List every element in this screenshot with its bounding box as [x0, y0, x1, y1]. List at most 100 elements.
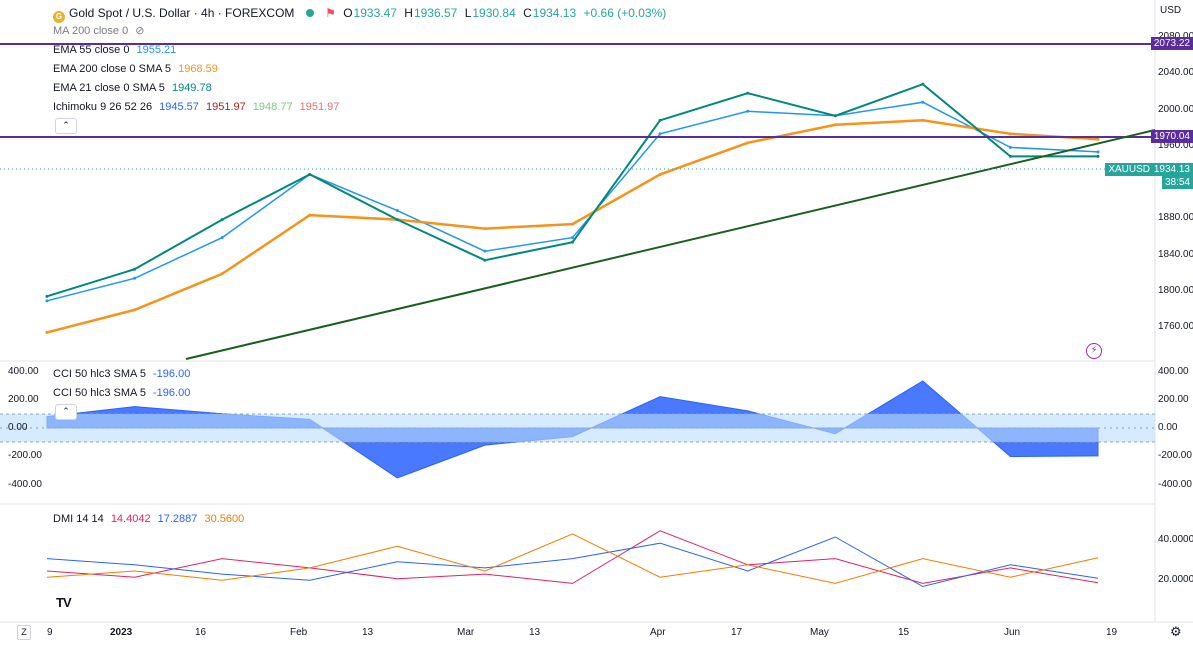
dmi-label[interactable]: DMI 14 14: [53, 513, 104, 525]
dmi-value: 30.5600: [204, 513, 245, 525]
price-point: [658, 118, 662, 122]
price-point: [1096, 150, 1100, 154]
price-tick: 1880.00: [1158, 212, 1193, 223]
price-series-line[interactable]: [46, 101, 1099, 302]
price-change: +0.66 (+0.03%): [583, 6, 667, 20]
price-point: [133, 276, 137, 280]
dmi-series-line[interactable]: [46, 530, 1099, 584]
ohlc-l-label: L: [464, 6, 472, 20]
ohlc-high: 1936.57: [413, 6, 458, 20]
ohlc-open: 1933.47: [353, 6, 397, 20]
indicator-value: 1955.21: [136, 44, 177, 56]
price-point: [1008, 132, 1012, 136]
price-point: [45, 299, 49, 303]
cci-legend-1[interactable]: CCI 50 hlc3 SMA 5 -196.00: [53, 367, 194, 381]
market-open-icon: [305, 9, 314, 17]
ohlc-c-label: C: [523, 6, 532, 20]
ichimoku-value: 1951.97: [299, 101, 340, 113]
cci-tick: -400.00: [1158, 479, 1192, 490]
cci-label[interactable]: CCI 50 hlc3 SMA 5: [53, 368, 146, 380]
time-tick: 13: [362, 627, 374, 638]
indicator-label[interactable]: Ichimoku 9 26 52 26: [53, 101, 153, 113]
price-series-line[interactable]: [46, 119, 1099, 334]
price-point: [1008, 145, 1012, 149]
ichimoku-value: 1951.97: [205, 101, 246, 113]
last-price-badge[interactable]: 1934.13: [1150, 163, 1193, 176]
dmi-series-line[interactable]: [46, 536, 1099, 588]
time-tick: 17: [731, 627, 743, 638]
time-tick: 2023: [110, 627, 133, 638]
zoom-reset-button[interactable]: Z: [17, 625, 31, 640]
price-tick: 1840.00: [1158, 249, 1193, 260]
cci-tick: 200.00: [1158, 394, 1189, 405]
indicator-legend-ema55[interactable]: EMA 55 close 0 1955.21: [53, 43, 180, 57]
indicator-legend-ma200[interactable]: MA 200 close 0 ⊘: [53, 24, 149, 38]
dmi-pane[interactable]: [46, 530, 1099, 588]
indicator-value: 1949.78: [171, 82, 212, 94]
symbol-legend[interactable]: G Gold Spot / U.S. Dollar · 4h · FOREXCOM…: [53, 6, 670, 23]
price-point: [921, 100, 925, 104]
price-point: [220, 218, 224, 222]
level-price-badge[interactable]: 2073.22: [1150, 37, 1193, 50]
lightning-alert-icon[interactable]: ⚡: [1086, 343, 1102, 359]
cci-tick: 0.00: [1158, 422, 1178, 433]
dmi-tick: 20.0000: [1158, 574, 1193, 585]
tradingview-logo[interactable]: TV: [56, 595, 72, 610]
price-point: [571, 222, 574, 226]
indicator-label[interactable]: EMA 200 close 0 SMA 5: [53, 63, 172, 75]
time-tick: 13: [529, 627, 541, 638]
dmi-series-line[interactable]: [46, 533, 1099, 584]
level-price-badge[interactable]: 1970.04: [1150, 130, 1193, 143]
cci-tick: 400.00: [1158, 366, 1189, 377]
ohlc-close: 1934.13: [532, 6, 577, 20]
dmi-value: 17.2887: [157, 513, 198, 525]
cci-label[interactable]: CCI 50 hlc3 SMA 5: [53, 387, 146, 399]
time-tick: Jun: [1004, 627, 1021, 638]
price-point: [921, 118, 925, 122]
time-tick: Apr: [650, 627, 666, 638]
hidden-eye-icon[interactable]: ⊘: [135, 25, 145, 37]
indicator-value: 1968.59: [178, 63, 218, 75]
price-point: [395, 209, 399, 213]
indicator-label[interactable]: EMA 55 close 0: [53, 44, 130, 56]
indicator-label[interactable]: MA 200 close 0: [53, 25, 129, 37]
price-tick: 1800.00: [1158, 285, 1193, 296]
price-pane[interactable]: [45, 82, 1100, 334]
indicator-label[interactable]: EMA 21 close 0 SMA 5: [53, 82, 165, 94]
price-point: [746, 109, 750, 113]
collapse-cci-legend-button[interactable]: ⌃: [55, 404, 77, 420]
price-point: [133, 267, 137, 271]
symbol-tag[interactable]: XAUUSD: [1105, 163, 1153, 176]
price-point: [571, 240, 574, 244]
flag-icon[interactable]: ⚑: [325, 6, 336, 20]
symbol-title[interactable]: Gold Spot / U.S. Dollar · 4h · FOREXCOM: [69, 6, 295, 20]
price-point: [658, 132, 662, 136]
price-point: [395, 218, 399, 222]
dmi-legend[interactable]: DMI 14 14 14.4042 17.2887 30.5600: [53, 512, 248, 526]
time-tick: May: [810, 627, 829, 638]
cci-legend-2[interactable]: CCI 50 hlc3 SMA 5 -196.00: [53, 386, 194, 400]
price-point: [1008, 154, 1012, 158]
settings-gear-icon[interactable]: ⚙: [1170, 624, 1182, 639]
trend-line[interactable]: [185, 129, 1156, 360]
ichimoku-value: 1948.77: [252, 101, 293, 113]
indicator-legend-ema21[interactable]: EMA 21 close 0 SMA 5 1949.78: [53, 81, 216, 95]
cci-value: -196.00: [153, 387, 191, 399]
collapse-legend-button[interactable]: ⌃: [55, 118, 77, 134]
price-tick: 1760.00: [1158, 321, 1193, 332]
time-tick: 15: [898, 627, 910, 638]
time-tick: 9: [47, 627, 53, 638]
price-series-line[interactable]: [46, 83, 1098, 298]
indicator-legend-ichimoku[interactable]: Ichimoku 9 26 52 26 1945.57 1951.97 1948…: [53, 100, 343, 114]
price-tick: 1960.00: [1158, 140, 1193, 151]
price-point: [45, 294, 49, 298]
ohlc-o-label: O: [343, 6, 353, 20]
price-point: [483, 227, 487, 231]
time-tick: Mar: [457, 627, 475, 638]
time-tick: Feb: [290, 627, 308, 638]
currency-label[interactable]: USD: [1160, 5, 1182, 16]
price-point: [220, 272, 224, 276]
indicator-legend-ema200[interactable]: EMA 200 close 0 SMA 5 1968.59: [53, 62, 222, 76]
